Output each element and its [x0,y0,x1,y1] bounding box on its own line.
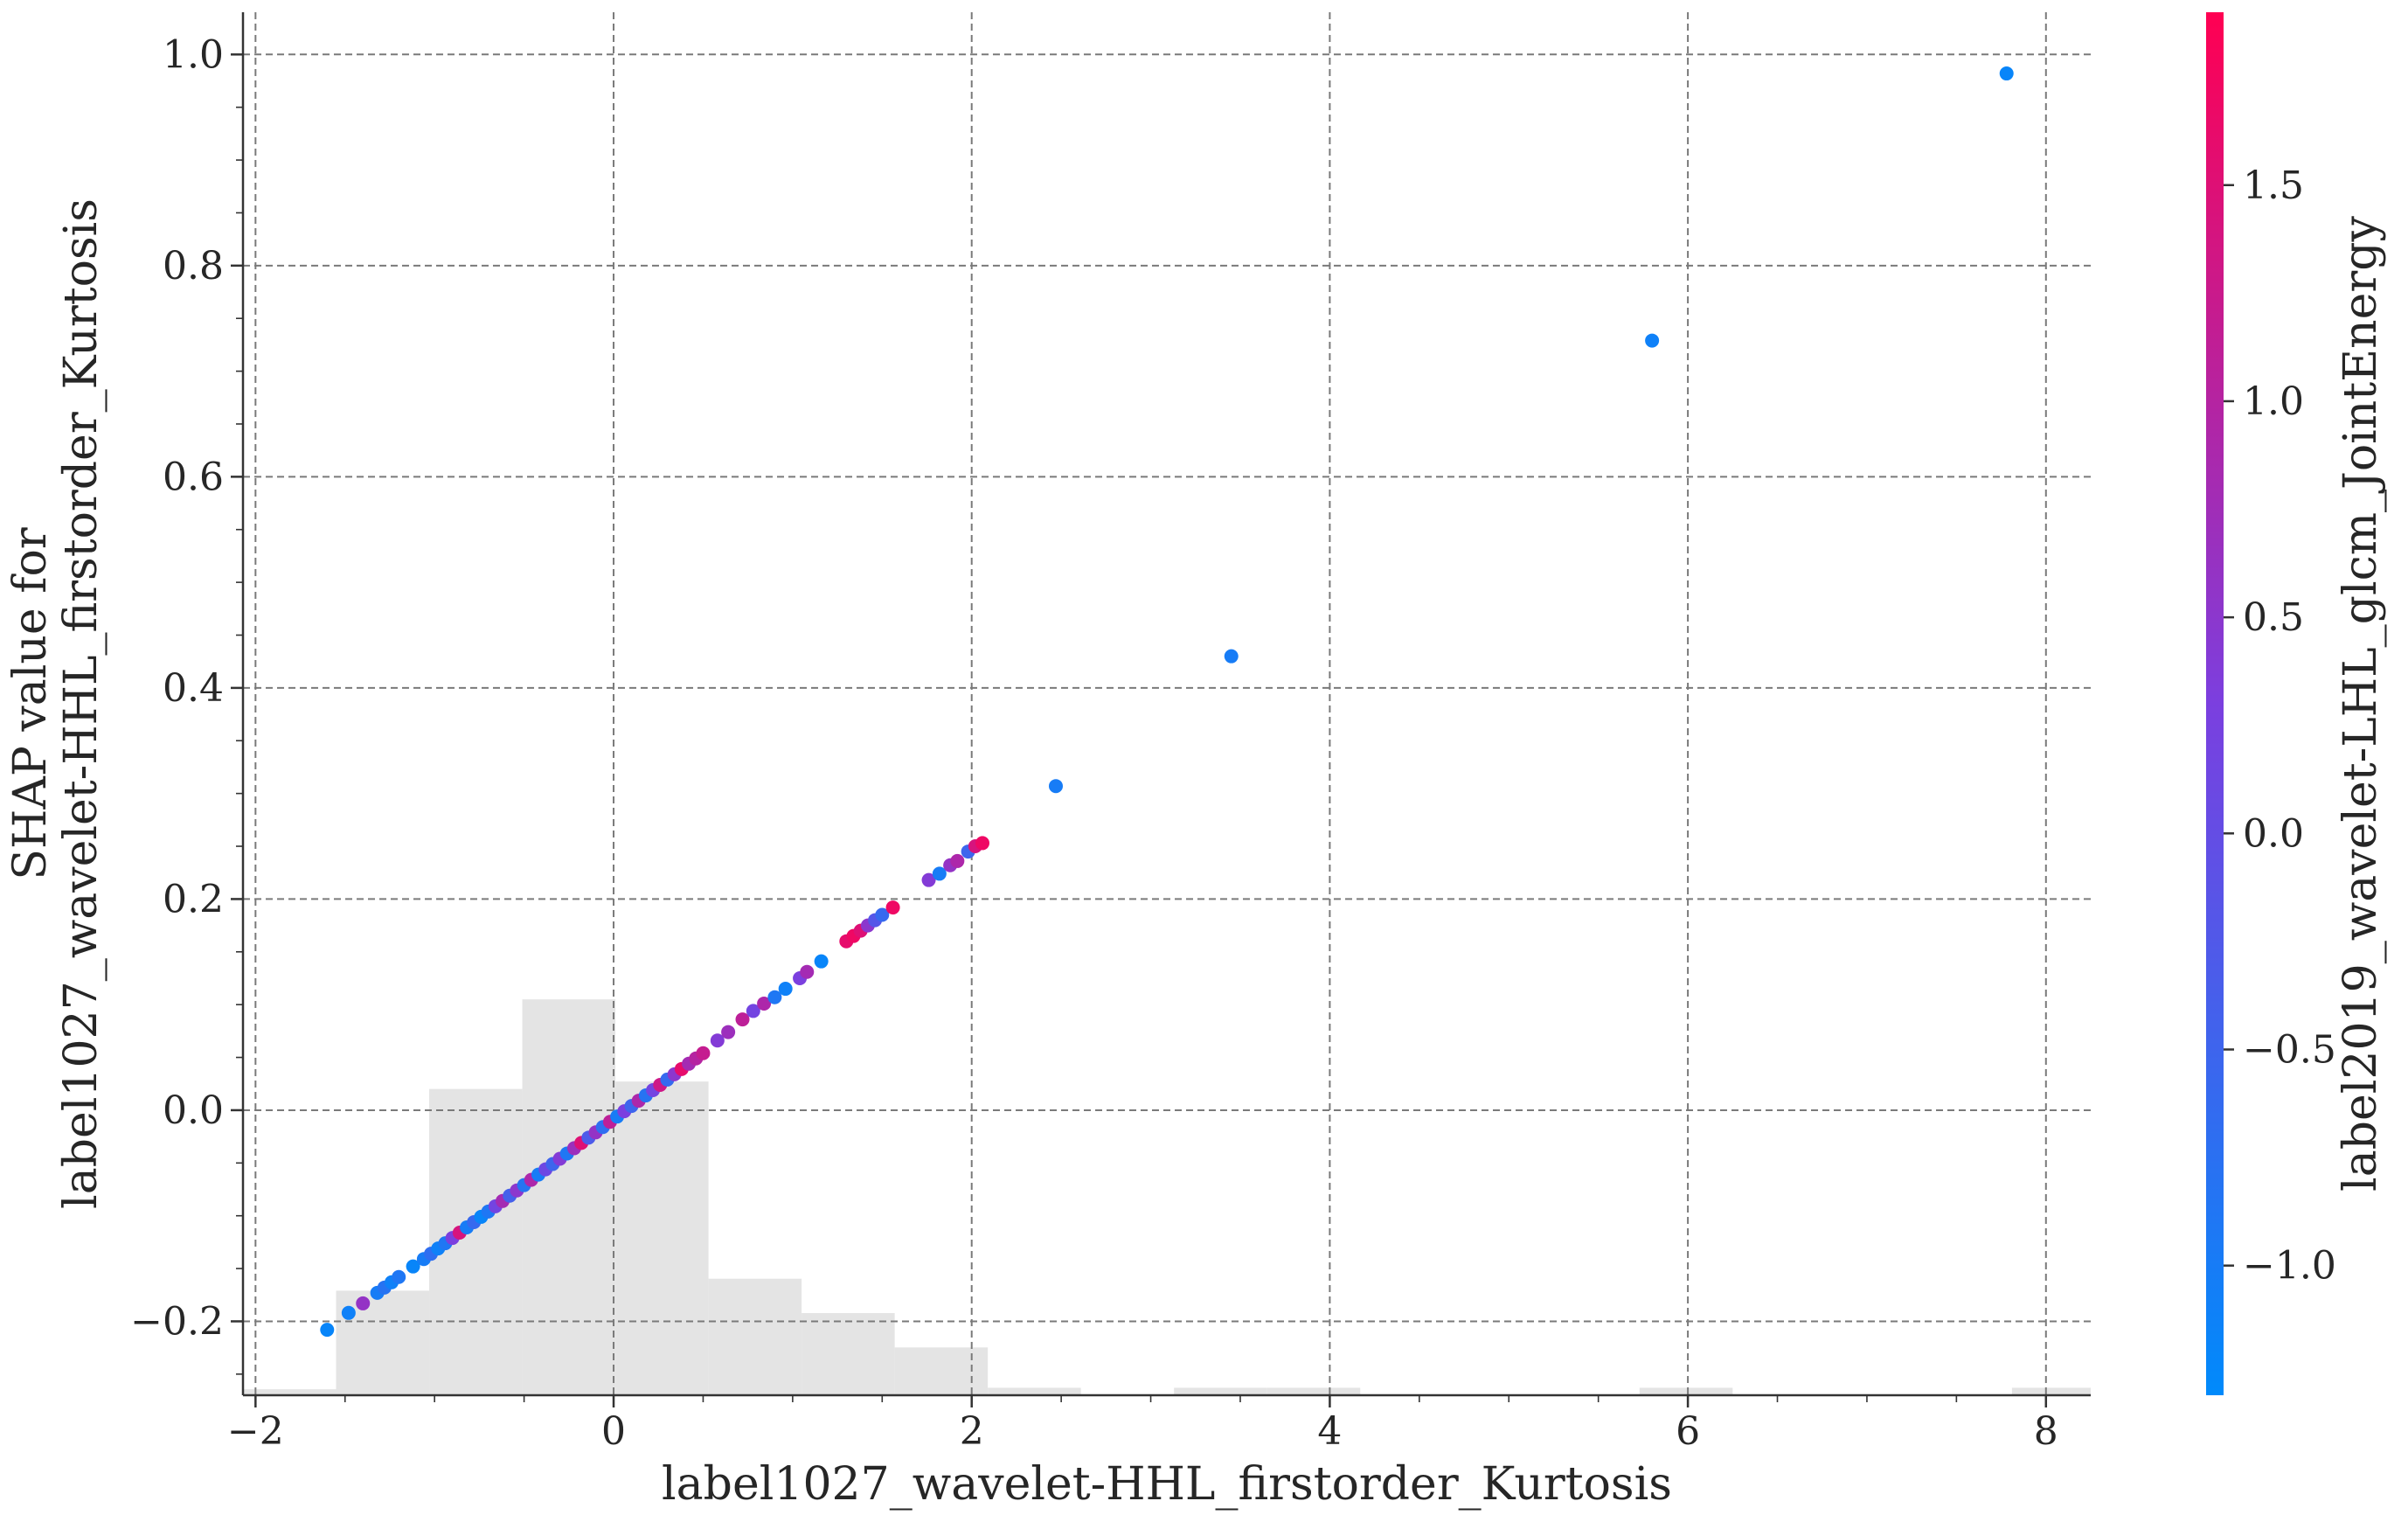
axes [241,12,2091,1397]
data-point [356,1296,371,1310]
data-point [341,1305,356,1320]
data-point [1999,66,2014,81]
histogram-bar [708,1278,802,1395]
grid [243,12,2091,1395]
data-point [406,1259,420,1274]
colorbar-title: label2019_wavelet-LHL_glcm_JointEnergy [2335,215,2387,1191]
y-tick-label: 0.2 [163,877,224,921]
histogram-bar [522,999,616,1395]
data-point [721,1025,736,1039]
data-point [767,990,782,1004]
data-point [1224,649,1239,664]
y-tick-label: −0.2 [130,1299,224,1344]
y-tick-label: 1.0 [163,32,224,77]
histogram-bar [2011,1387,2091,1395]
data-point [320,1323,335,1338]
colorbar: −1.0 −0.5 0.0 0.5 1.0 1.5 label2019_wavelet-L… [2206,12,2387,1395]
histogram-bar [894,1347,989,1395]
histogram-bar [1266,1387,1361,1395]
data-point [696,1046,711,1060]
histogram-bar [1174,1387,1267,1395]
colorbar-gradient [2206,12,2224,1395]
histogram-bar [1639,1387,1733,1395]
colorbar-tick-label: −1.0 [2243,1244,2336,1289]
x-tick-label: −2 [227,1409,284,1454]
data-point [1645,333,1660,348]
x-tick-label: 0 [601,1409,626,1454]
colorbar-tick-label: 0.0 [2243,811,2304,856]
y-tick-label: 0.4 [163,666,224,711]
histogram-bar [615,1081,709,1395]
y-tick-label: 0.0 [163,1088,224,1133]
x-tick-label: 4 [1317,1409,1342,1454]
x-tick-label: 6 [1676,1409,1700,1454]
x-axis-ticks: −2 0 2 4 6 8 [227,1395,2058,1454]
data-point [735,1012,750,1027]
y-tick-label: 0.8 [163,244,224,288]
data-points [320,66,2014,1338]
data-point [814,954,829,969]
colorbar-tick-label: 1.0 [2243,379,2304,424]
histogram-bar [988,1387,1081,1395]
data-point [1048,779,1063,794]
histogram-bar [802,1313,895,1395]
x-tick-label: 8 [2034,1409,2058,1454]
histogram-bar [243,1389,337,1395]
data-point [757,996,772,1011]
data-point [746,1004,760,1018]
data-point [950,853,965,868]
y-axis-title-line: SHAP value for [4,527,57,879]
y-axis-title-line: label1027_wavelet-HHL_firstorder_Kurtosi… [55,198,108,1209]
data-point [392,1269,406,1284]
colorbar-tick-label: 1.5 [2243,163,2304,208]
data-point [921,872,936,887]
data-point [885,900,900,915]
data-point [975,836,990,851]
colorbar-tick-label: 0.5 [2243,595,2304,640]
data-point [710,1033,725,1048]
x-axis-title: label1027_wavelet-HHL_firstorder_Kurtosi… [662,1458,1672,1511]
data-point [875,907,890,922]
y-tick-label: 0.6 [163,455,224,499]
x-tick-label: 2 [960,1409,984,1454]
data-point [932,866,947,881]
data-point [778,982,793,997]
histogram [243,999,2091,1395]
colorbar-tick-label: −0.5 [2243,1028,2336,1073]
y-axis-ticks: −0.2 0.0 0.2 0.4 0.6 0.8 1.0 [130,32,243,1375]
colorbar-ticks: −1.0 −0.5 0.0 0.5 1.0 1.5 [2224,163,2336,1289]
y-axis-title: SHAP value forlabel1027_wavelet-HHL_firs… [4,198,108,1209]
data-point [800,964,815,979]
